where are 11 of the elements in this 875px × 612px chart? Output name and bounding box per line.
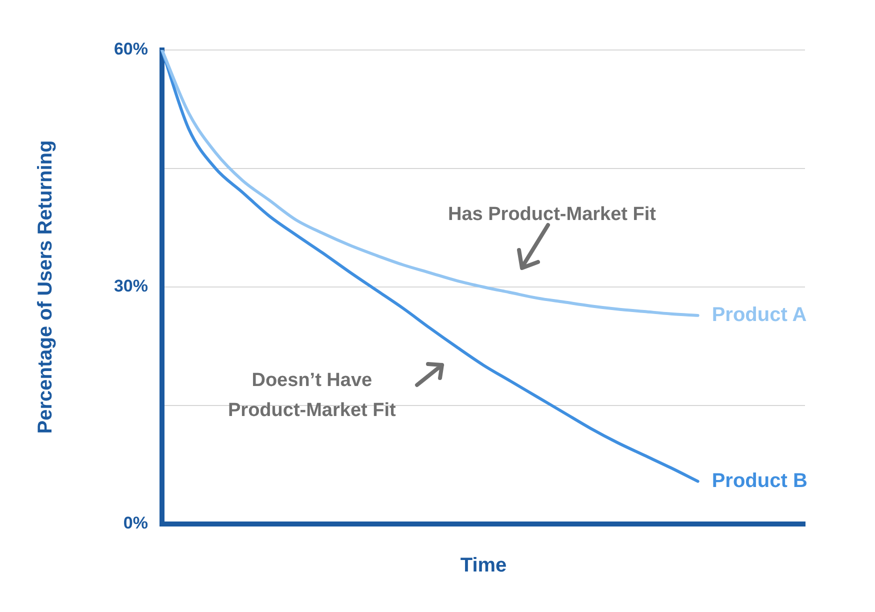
x-axis-title: Time xyxy=(460,554,507,577)
y-tick-label: 30% xyxy=(114,276,148,296)
y-axis-title: Percentage of Users Returning xyxy=(34,140,57,434)
line-series xyxy=(160,50,700,483)
y-tick-label: 60% xyxy=(114,40,148,59)
y-tick-label: 0% xyxy=(123,514,148,533)
series-label: Product A xyxy=(712,304,807,326)
annotation: Doesn’t Have Product-Market Fit xyxy=(228,369,396,423)
annotation: Has Product-Market Fit xyxy=(448,203,656,227)
line-series xyxy=(160,50,700,317)
series-label: Product B xyxy=(712,470,808,492)
